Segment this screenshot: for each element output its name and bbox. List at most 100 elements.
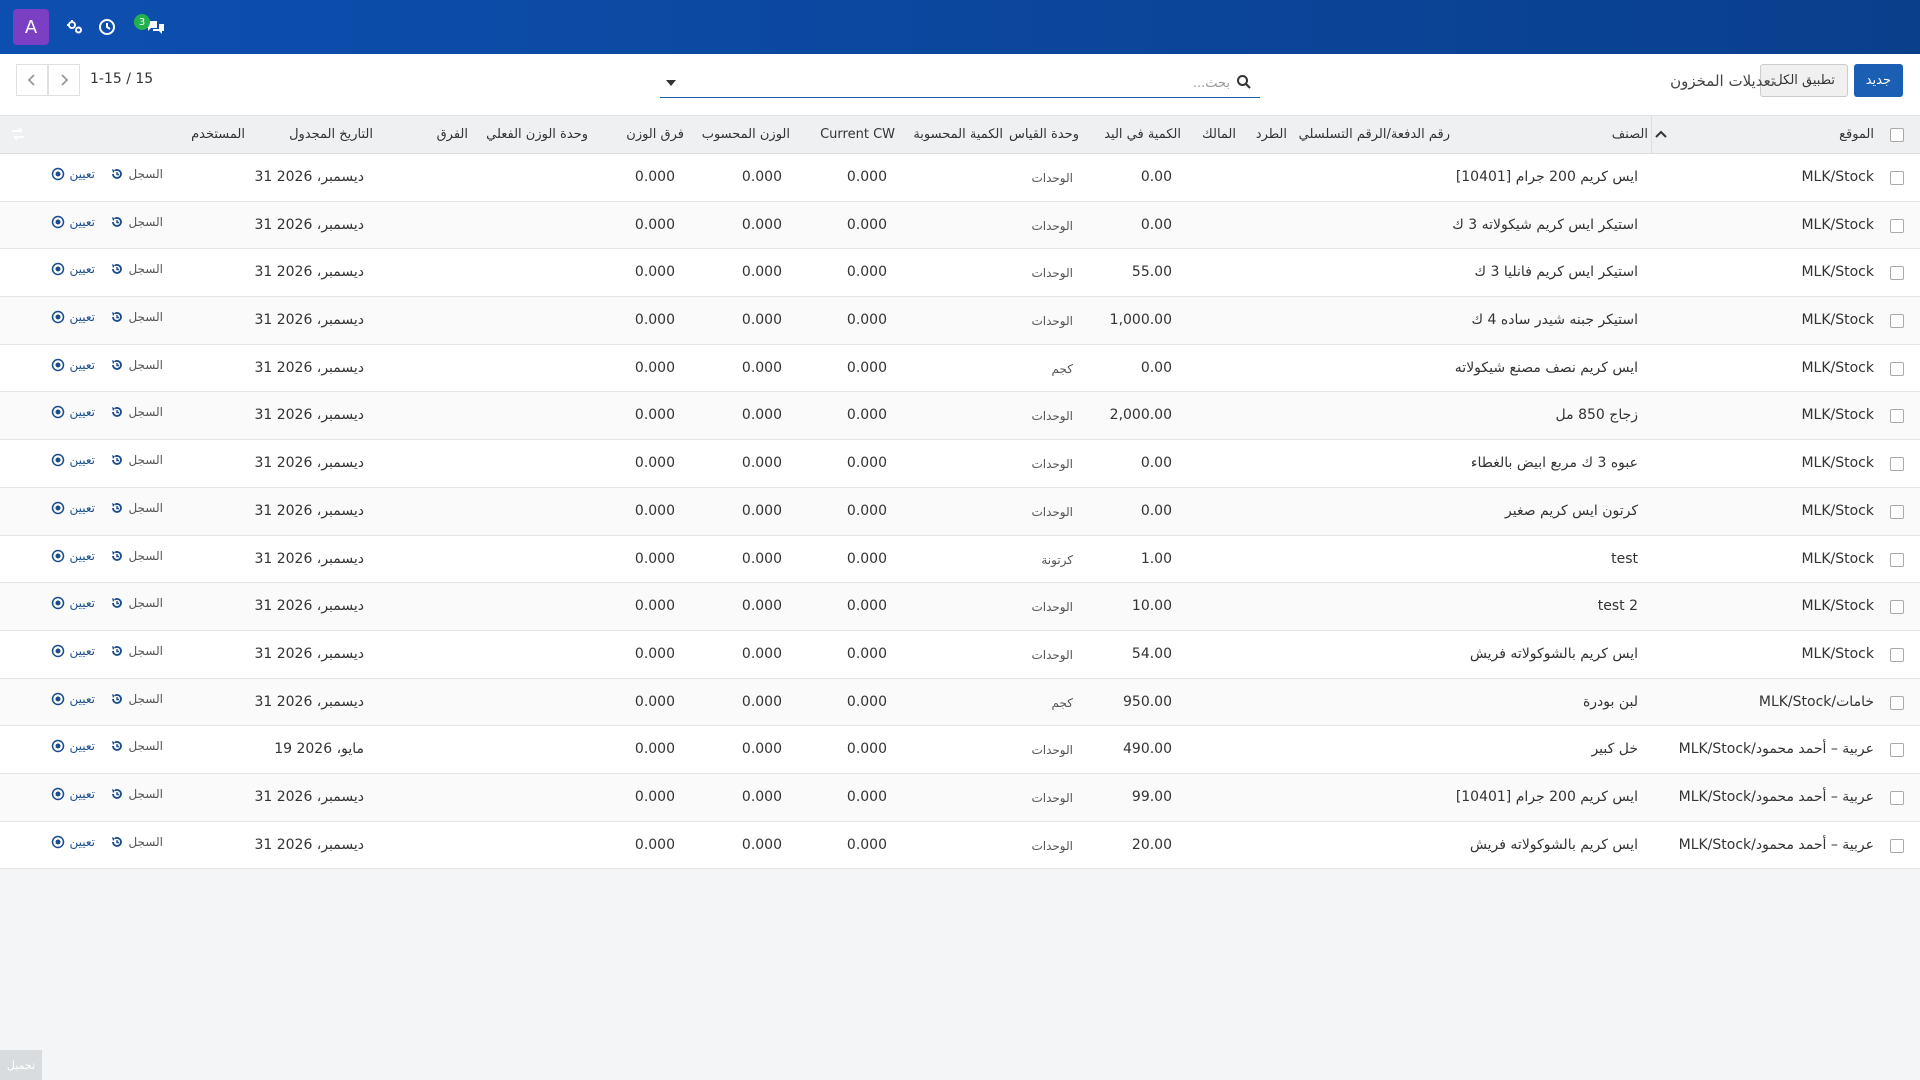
table-row[interactable]: MLK/Stock/عربية – أحمد محمود خل كبير 490.0… (0, 726, 1920, 774)
col-calc-weight[interactable]: الوزن المحسوب (701, 127, 790, 142)
row-checkbox[interactable] (1890, 218, 1904, 233)
row-checkbox[interactable] (1890, 695, 1904, 710)
table-row[interactable]: MLK/Stock ايس كريم بالشوكولاته فريش 54.00 ا… (0, 630, 1920, 679)
cell-scheduled-date: 31 ديسمبر، 2026 (254, 598, 364, 615)
cell-uom: كجم (1051, 695, 1073, 710)
col-on-hand[interactable]: الكمية في اليد (1104, 127, 1181, 142)
col-package[interactable]: الطرد (1255, 127, 1287, 142)
col-difference[interactable]: الفرق (436, 127, 468, 142)
row-checkbox[interactable] (1890, 838, 1904, 853)
col-scheduled-date[interactable]: التاريخ المجدول (289, 127, 373, 142)
settings-icon[interactable] (62, 14, 88, 40)
assign-button[interactable]: تعيين (51, 501, 95, 515)
row-checkbox[interactable] (1890, 552, 1904, 567)
table-row[interactable]: MLK/Stock كرتون ايس كريم صغير 0.00 الوحدات 0… (0, 487, 1920, 536)
history-button[interactable]: السجل (110, 167, 163, 181)
table-row[interactable]: MLK/Stock/عربية – أحمد محمود ايس كريم بال… (0, 821, 1920, 870)
cell-scheduled-date: 31 ديسمبر، 2026 (254, 264, 364, 281)
row-checkbox[interactable] (1890, 647, 1904, 662)
table-row[interactable]: MLK/Stock/عربية – أحمد محمود [10401] ايس … (0, 773, 1920, 822)
history-button[interactable]: السجل (110, 549, 163, 563)
assign-button[interactable]: تعيين (51, 215, 95, 229)
pager-previous-button[interactable] (16, 64, 48, 96)
table-row[interactable]: MLK/Stock استيكر جبنه شيدر ساده 4 ك 1,000.… (0, 297, 1920, 345)
optional-columns-icon[interactable] (10, 126, 26, 142)
col-location[interactable]: الموقع (1839, 127, 1874, 142)
table-row[interactable]: MLK/Stock/خامات لبن بودرة 950.00 كجم 0.000 0.… (0, 678, 1920, 727)
assign-button[interactable]: تعيين (51, 549, 95, 563)
row-checkbox[interactable] (1890, 457, 1904, 472)
col-current-cw[interactable]: Current CW (820, 127, 895, 142)
load-button[interactable]: تحميل (0, 1050, 42, 1080)
row-checkbox[interactable] (1890, 361, 1904, 376)
row-checkbox[interactable] (1890, 504, 1904, 519)
clock-icon[interactable] (94, 14, 120, 40)
col-weight-diff[interactable]: فرق الوزن (626, 127, 684, 142)
assign-button[interactable]: تعيين (51, 167, 95, 181)
table-row[interactable]: MLK/Stock زجاج 850 مل 2,000.00 الوحدات 0.000… (0, 392, 1920, 441)
table-row[interactable]: MLK/Stock ايس كريم نصف مصنع شيكولاته 0.00 ك… (0, 344, 1920, 393)
table-row[interactable]: MLK/Stock [10401] ايس كريم 200 جرام 0.00 ال… (0, 154, 1920, 202)
cell-product: test (1611, 550, 1638, 567)
pager-next-button[interactable] (48, 64, 80, 96)
cell-calc-weight: 0.000 (741, 741, 782, 758)
cell-uom: الوحدات (1031, 409, 1073, 424)
assign-button[interactable]: تعيين (51, 739, 95, 753)
search-options-toggle-icon[interactable] (664, 76, 678, 90)
history-button[interactable]: السجل (110, 453, 163, 467)
history-icon (112, 693, 123, 704)
row-checkbox[interactable] (1890, 790, 1904, 805)
assign-button[interactable]: تعيين (51, 453, 95, 467)
history-button[interactable]: السجل (110, 358, 163, 372)
row-checkbox[interactable] (1890, 409, 1904, 424)
search-input[interactable] (710, 71, 1230, 95)
table-row[interactable]: MLK/Stock عبوه 3 ك مربع ابيض بالغطاء 0.00 ا… (0, 440, 1920, 488)
col-counted[interactable]: الكمية المحسوبة (913, 127, 1003, 142)
assign-button[interactable]: تعيين (51, 692, 95, 706)
avatar[interactable]: A (13, 9, 49, 45)
row-checkbox[interactable] (1890, 743, 1904, 758)
pager-value[interactable]: 1-15 / 15 (90, 71, 154, 87)
history-button[interactable]: السجل (110, 739, 163, 753)
assign-button[interactable]: تعيين (51, 310, 95, 324)
table-row[interactable]: MLK/Stock test 2 10.00 الوحدات 0.000 0.000 0.0… (0, 583, 1920, 631)
history-icon (112, 598, 123, 609)
history-button[interactable]: السجل (110, 405, 163, 419)
col-owner[interactable]: المالك (1202, 127, 1236, 142)
history-button[interactable]: السجل (110, 644, 163, 658)
assign-button[interactable]: تعيين (51, 405, 95, 419)
table-row[interactable]: MLK/Stock استيكر ايس كريم فانليا 3 ك 55.00… (0, 249, 1920, 298)
assign-button[interactable]: تعيين (51, 262, 95, 276)
history-button[interactable]: السجل (110, 310, 163, 324)
history-button[interactable]: السجل (110, 501, 163, 515)
assign-button[interactable]: تعيين (51, 835, 95, 849)
row-checkbox[interactable] (1890, 600, 1904, 615)
history-button[interactable]: السجل (110, 215, 163, 229)
col-lot[interactable]: رقم الدفعة/الرقم التسلسلي (1298, 127, 1450, 142)
row-checkbox[interactable] (1890, 314, 1904, 329)
history-button[interactable]: السجل (110, 787, 163, 801)
col-actual-weight-uom[interactable]: وحدة الوزن الفعلي (486, 127, 588, 142)
sort-ascending-icon[interactable] (1652, 125, 1670, 145)
select-all-checkbox[interactable] (1890, 128, 1904, 142)
cell-weight-diff: 0.000 (634, 788, 675, 805)
history-button[interactable]: السجل (110, 262, 163, 276)
cell-current-cw: 0.000 (846, 216, 887, 233)
table-row[interactable]: MLK/Stock استيكر ايس كريم شيكولاته 3 ك 0.0… (0, 201, 1920, 250)
col-uom[interactable]: وحدة القياس (1009, 127, 1079, 142)
col-user[interactable]: المستخدم (191, 127, 245, 142)
search-icon[interactable] (1236, 74, 1252, 90)
assign-button[interactable]: تعيين (51, 644, 95, 658)
table-row[interactable]: MLK/Stock test 1.00 كرتونة 0.000 0.000 0.000 31… (0, 535, 1920, 584)
history-button[interactable]: السجل (110, 596, 163, 610)
history-button[interactable]: السجل (110, 692, 163, 706)
col-product[interactable]: الصنف (1611, 127, 1648, 142)
assign-button[interactable]: تعيين (51, 596, 95, 610)
row-checkbox[interactable] (1890, 171, 1904, 185)
assign-button[interactable]: تعيين (51, 787, 95, 801)
history-button[interactable]: السجل (110, 835, 163, 849)
row-checkbox[interactable] (1890, 266, 1904, 281)
apply-all-button[interactable]: تطبيق الكل (1760, 64, 1848, 97)
assign-button[interactable]: تعيين (51, 358, 95, 372)
new-button[interactable]: جديد (1853, 64, 1903, 97)
